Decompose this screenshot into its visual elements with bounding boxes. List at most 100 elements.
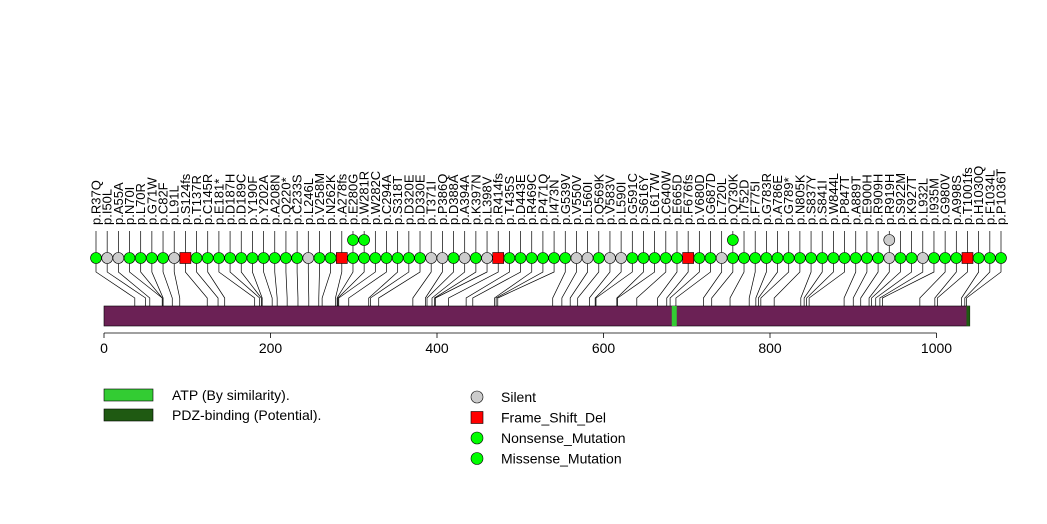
connector-p-w282c bbox=[338, 231, 376, 306]
label-p-r469c: p.R469C bbox=[524, 174, 539, 225]
marker-p-i752d bbox=[738, 252, 750, 264]
connector-p-l91l bbox=[173, 231, 181, 306]
tick-label-600: 600 bbox=[592, 340, 616, 356]
legend-label-atp-by-similarity: ATP (By similarity). bbox=[172, 387, 290, 403]
connector-p-s837y bbox=[800, 231, 812, 306]
label-p-a278fs: p.A278fs bbox=[334, 173, 349, 225]
label-p-h1030q: p.H1030Q bbox=[971, 166, 986, 225]
connector-p-p1036t bbox=[966, 231, 1002, 306]
label-p-p1036t: p.P1036T bbox=[994, 169, 1009, 225]
label-p-i50l: p.I50L bbox=[100, 189, 115, 225]
label-p-k927t: p.K927T bbox=[904, 176, 919, 225]
connector-p-l932l bbox=[879, 231, 924, 306]
label-p-p471q: p.P471Q bbox=[535, 174, 550, 225]
marker-p-g687d bbox=[704, 252, 717, 264]
connector-p-n805k bbox=[773, 231, 801, 306]
mutation-labels: p.R37Qp.I50Lp.A55Ap.N70Ip.L70Rp.G71Wp.C8… bbox=[89, 166, 1009, 225]
label-p-l70r: p.L70R bbox=[133, 183, 148, 225]
label-p-n262k: p.N262K bbox=[323, 174, 338, 225]
connector-p-r919h bbox=[868, 231, 890, 306]
label-p-g591c: p.G591C bbox=[625, 173, 640, 225]
connector-p-f676fs bbox=[666, 231, 689, 306]
marker-p-e181 bbox=[213, 252, 225, 264]
marker-p-t137r bbox=[190, 252, 203, 264]
x-axis: 0 200 400 600 800 1000 bbox=[100, 332, 952, 356]
label-p-v583v: p.V583V bbox=[602, 175, 617, 225]
tick-label-800: 800 bbox=[758, 340, 782, 356]
legend-label-missense-mutation: Missense_Mutation bbox=[501, 451, 622, 467]
connector-p-g783r bbox=[755, 231, 767, 306]
marker-p-c640w bbox=[660, 252, 672, 264]
marker-p-a394a bbox=[458, 252, 471, 264]
label-p-f775i: p.F775I bbox=[748, 181, 763, 225]
connector-p-q730k bbox=[711, 231, 734, 306]
connector-p-n262k bbox=[321, 231, 331, 306]
mutation-legend: Silent Frame_Shift_Del Nonsense_Mutation Mi… bbox=[470, 389, 626, 467]
connector-p-a278fs bbox=[335, 231, 343, 306]
protein-bar bbox=[103, 305, 971, 327]
connector-p-f775i bbox=[748, 231, 756, 306]
marker-p-c82f bbox=[157, 252, 169, 264]
connector-p-k397n bbox=[434, 231, 477, 306]
label-p-a55a: p.A55A bbox=[111, 182, 126, 225]
marker-p-k927t bbox=[905, 252, 918, 264]
connector-p-i473n bbox=[497, 231, 555, 306]
marker-p-e900h bbox=[861, 252, 873, 264]
label-p-i935m: p.I935M bbox=[926, 178, 941, 225]
label-p-c145r: p.C145R bbox=[200, 174, 215, 225]
label-p-a208n: p.A208N bbox=[267, 174, 282, 225]
label-p-g980v: p.G980V bbox=[938, 173, 953, 225]
mutation-markers bbox=[90, 234, 1007, 264]
marker-p-l932l bbox=[916, 252, 929, 264]
label-p-d443e: p.D443E bbox=[513, 174, 528, 225]
marker-p-i473n bbox=[548, 252, 560, 264]
marker-p-w282c bbox=[369, 252, 382, 264]
marker-p-s124fs bbox=[179, 252, 192, 264]
domain-pdz-binding-potential bbox=[966, 306, 970, 326]
label-p-w282c: p.W282C bbox=[368, 171, 383, 225]
marker-p-l70r bbox=[134, 252, 147, 264]
label-p-y202a: p.Y202A bbox=[256, 175, 271, 225]
marker-p-s616y bbox=[637, 252, 650, 264]
connector-p-f1034l bbox=[964, 231, 991, 306]
connector-p-s841i bbox=[803, 231, 823, 306]
domain-legend: ATP (By similarity). PDZ-binding (Potenti… bbox=[103, 387, 321, 423]
marker-p-q730k bbox=[727, 234, 739, 246]
marker-p-q569k bbox=[592, 252, 605, 264]
marker-p-r469c bbox=[525, 252, 538, 264]
marker-p-w844l bbox=[827, 252, 840, 264]
marker-p-y202a bbox=[257, 252, 270, 264]
label-p-l91l: p.L91L bbox=[167, 185, 182, 225]
marker-p-v680d bbox=[693, 252, 706, 264]
marker-p-g71w bbox=[146, 252, 158, 264]
label-p-v550v: p.V550V bbox=[569, 175, 584, 225]
marker-p-w281r bbox=[358, 252, 370, 264]
connector-p-l617w bbox=[617, 231, 655, 306]
marker-p-r919h bbox=[883, 252, 896, 264]
label-p-a786e: p.A786E bbox=[770, 175, 785, 225]
tick-label-0: 0 bbox=[100, 340, 108, 356]
marker-p-i935m bbox=[928, 252, 940, 264]
connector-p-d443e bbox=[472, 231, 521, 306]
label-p-p847t: p.P847T bbox=[837, 176, 852, 225]
connector-p-r909h bbox=[860, 231, 879, 306]
connector-p-v550v bbox=[561, 231, 577, 306]
marker-p-k397n bbox=[470, 252, 482, 264]
label-p-r414fs: p.R414fs bbox=[491, 172, 506, 225]
legend-marker-missense-mutation bbox=[470, 452, 484, 465]
label-p-l246l: p.L246L bbox=[301, 178, 316, 225]
tick-label-200: 200 bbox=[259, 340, 283, 356]
marker-p-p847t bbox=[838, 252, 851, 264]
connector-p-w281r bbox=[337, 231, 365, 306]
label-p-g687d: p.G687D bbox=[703, 173, 718, 225]
marker-p-e280g bbox=[347, 252, 359, 264]
marker-p-g591c bbox=[626, 252, 639, 264]
label-p-l617w: p.L617W bbox=[647, 172, 662, 225]
legend-marker-silent bbox=[470, 390, 484, 404]
connector-p-l70r bbox=[140, 231, 163, 306]
connector-p-r414fs bbox=[448, 231, 499, 306]
marker-p-a55a bbox=[112, 252, 125, 264]
label-p-e181: p.E181* bbox=[211, 179, 226, 225]
label-p-q569k: p.Q569K bbox=[591, 173, 606, 225]
marker-p-f1034l bbox=[984, 252, 996, 264]
